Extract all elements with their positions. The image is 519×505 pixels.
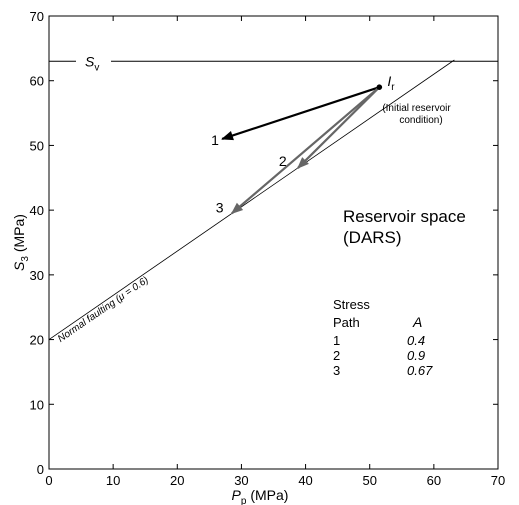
x-tick-label: 60 [427,473,441,488]
region-label-line2: (DARS) [343,228,402,247]
faulting-line-label: Normal faulting (μ = 0.6) [56,275,151,345]
y-tick-label: 70 [30,9,44,24]
x-tick-label: 10 [106,473,120,488]
x-tick-label: 40 [298,473,312,488]
y-tick-label: 50 [30,138,44,153]
stress-path-label-1: 1 [211,132,219,148]
legend-path-1: 1 [333,333,340,348]
y-tick-label: 30 [30,268,44,283]
legend-header-stress: Stress [333,297,370,312]
legend-A-2: 0.9 [407,348,425,363]
region-label-line1: Reservoir space [343,207,466,226]
legend-A-1: 0.4 [407,333,425,348]
faulting-line [48,59,455,340]
x-axis-label: Pp (MPa) [232,487,289,505]
axes-frame [48,15,499,470]
x-tick-label: 50 [362,473,376,488]
initial-point-label: Ir [387,73,395,93]
y-tick-label: 20 [30,333,44,348]
initial-point-marker [376,84,383,90]
legend-header-path: Path [333,315,360,330]
sv-label: Sv [85,53,99,73]
x-tick-label: 30 [234,473,248,488]
initial-note-line2: condition) [399,115,442,126]
stress-path-label-3: 3 [216,199,224,215]
legend-path-3: 3 [333,363,340,378]
legend-A-3: 0.67 [407,363,433,378]
stress-path-2 [297,86,381,169]
y-tick-label: 60 [30,74,44,89]
x-tick-label: 20 [170,473,184,488]
y-tick-label: 40 [30,203,44,218]
legend-header-A: A [412,314,422,330]
y-tick-label: 10 [30,397,44,412]
initial-note-line1: (Initial reservoir [382,103,451,114]
legend-path-2: 2 [333,348,340,363]
y-axis-label: S3 (MPa) [11,214,31,271]
x-tick-label: 70 [491,473,505,488]
y-tick-label: 0 [37,462,44,477]
stress-path-3 [230,86,381,215]
stress-path-1 [221,86,380,141]
x-tick-label: 0 [45,473,52,488]
stress-path-label-2: 2 [279,153,287,169]
